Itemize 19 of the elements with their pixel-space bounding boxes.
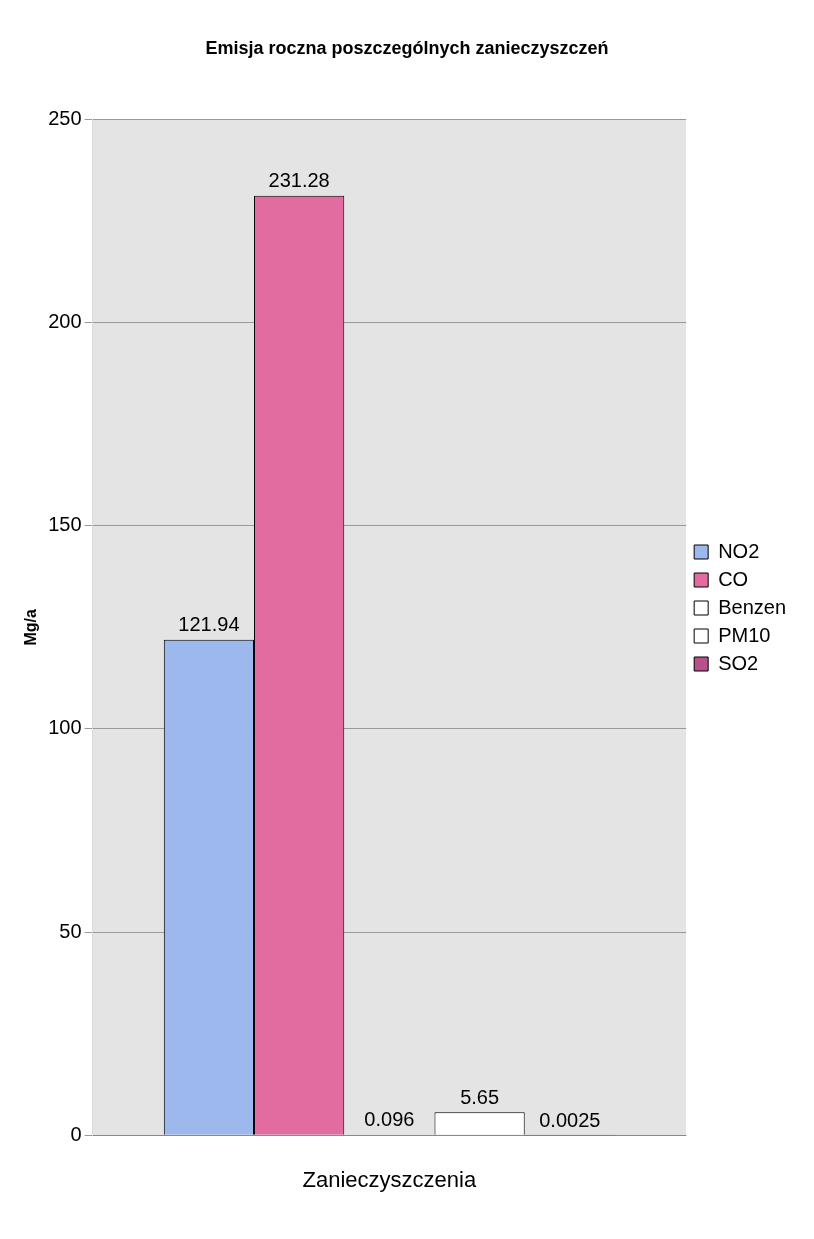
legend-label: PM10 [718, 623, 771, 646]
legend-label: NO2 [718, 539, 760, 562]
data-label: 231.28 [268, 169, 330, 192]
data-label: 0.0025 [539, 1108, 601, 1131]
y-tick-label: 100 [48, 716, 82, 739]
x-axis-title: Zanieczyszczenia [302, 1166, 477, 1192]
y-tick-label: 50 [59, 919, 82, 942]
y-tick-label: 150 [48, 513, 82, 536]
legend-label: Benzen [718, 595, 787, 618]
y-tick-label: 250 [48, 107, 82, 130]
data-label: 5.65 [460, 1085, 500, 1108]
data-label: 0.096 [364, 1108, 415, 1131]
legend-label: SO2 [718, 651, 759, 674]
chart-title: Emisja roczna poszczególnych zanieczyszczeń [205, 37, 609, 58]
y-tick-label: 0 [70, 1122, 82, 1145]
data-label: 121.94 [178, 613, 240, 636]
legend-label: CO [718, 567, 749, 590]
y-axis-title: Mg/a [22, 609, 40, 646]
y-tick-label: 200 [48, 310, 82, 333]
